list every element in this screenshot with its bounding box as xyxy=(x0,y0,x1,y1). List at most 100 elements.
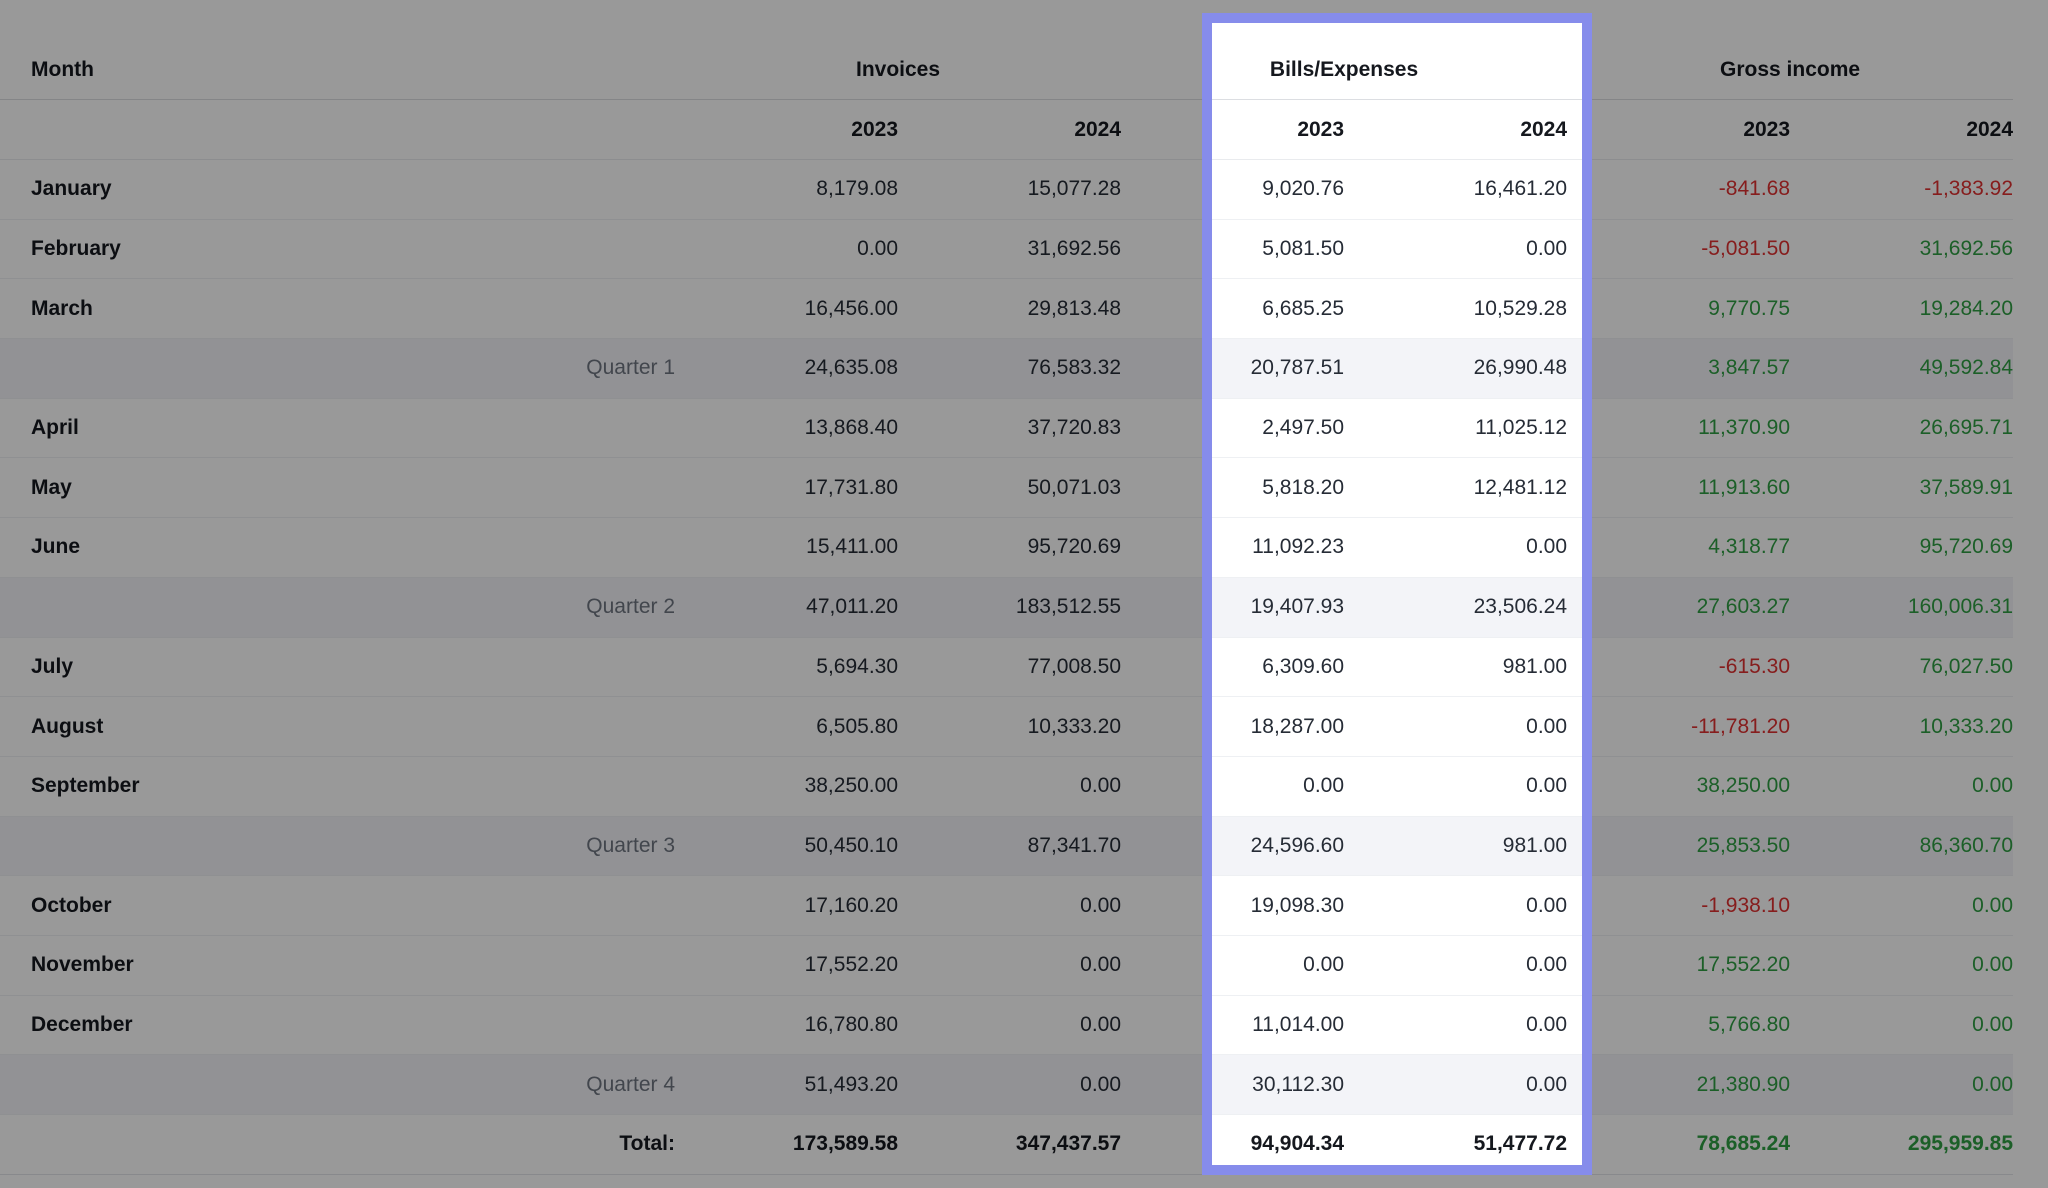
group-header-row: Month Invoices Bills/Expenses Gross inco… xyxy=(0,40,2014,100)
invoices-year-2024-header: 2024 xyxy=(898,99,1122,160)
column-header-month: Month xyxy=(0,40,676,100)
quarter-total-label-cell xyxy=(431,457,676,519)
bills-2024-cell: 16,461.20 xyxy=(1344,159,1568,220)
bills-2024-cell: 0.00 xyxy=(1344,1054,1568,1115)
quarter-total-label-cell xyxy=(431,696,676,757)
bills-2023-cell: 0.00 xyxy=(1121,935,1345,996)
gross-income-2024-cell: 86,360.70 xyxy=(1790,816,2014,877)
invoices-2023-cell: 5,694.30 xyxy=(675,637,899,698)
table-row-month: February 0.00 31,692.56 5,081.50 0.00 -5… xyxy=(0,219,2014,280)
bills-2023-cell: 6,309.60 xyxy=(1121,637,1345,698)
gross-income-2023-cell: 3,847.57 xyxy=(1567,338,1791,399)
month-label-cell: December xyxy=(0,995,431,1056)
invoices-2024-cell: 0.00 xyxy=(898,875,1122,936)
month-label-cell: October xyxy=(0,875,431,936)
quarter-total-label-cell xyxy=(431,159,676,220)
financial-report-table: Month Invoices Bills/Expenses Gross inco… xyxy=(0,40,2014,1175)
bills-2024-cell: 11,025.12 xyxy=(1344,398,1568,459)
column-group-bills-expenses: Bills/Expenses xyxy=(1121,40,1568,100)
month-label-cell: April xyxy=(0,398,431,459)
bills-2023-cell: 6,685.25 xyxy=(1121,278,1345,340)
gross-income-2023-cell: 38,250.00 xyxy=(1567,756,1791,817)
invoices-2024-cell: 76,583.32 xyxy=(898,338,1122,399)
invoices-2024-cell: 0.00 xyxy=(898,935,1122,996)
invoices-2023-cell: 51,493.20 xyxy=(675,1054,899,1115)
invoices-2024-cell: 10,333.20 xyxy=(898,696,1122,757)
month-label-cell: November xyxy=(0,935,431,996)
table-row-total: Total: 173,589.58 347,437.57 94,904.34 5… xyxy=(0,1114,2014,1175)
invoices-2023-cell: 47,011.20 xyxy=(675,577,899,638)
gross-income-2023-cell: 27,603.27 xyxy=(1567,577,1791,638)
gross-income-2023-cell: 4,318.77 xyxy=(1567,517,1791,578)
gross-income-2023-cell: 11,913.60 xyxy=(1567,457,1791,519)
quarter-total-label-cell xyxy=(431,517,676,578)
bills-2023-cell: 19,407.93 xyxy=(1121,577,1345,638)
table-row-quarter: Quarter 4 51,493.20 0.00 30,112.30 0.00 … xyxy=(0,1054,2014,1115)
invoices-2024-cell: 29,813.48 xyxy=(898,278,1122,340)
table-row-month: June 15,411.00 95,720.69 11,092.23 0.00 … xyxy=(0,517,2014,578)
bills-2023-cell: 2,497.50 xyxy=(1121,398,1345,459)
gross-income-2023-cell: -1,938.10 xyxy=(1567,875,1791,936)
bills-2024-cell: 0.00 xyxy=(1344,875,1568,936)
bills-2023-cell: 18,287.00 xyxy=(1121,696,1345,757)
table-row-month: November 17,552.20 0.00 0.00 0.00 17,552… xyxy=(0,935,2014,996)
invoices-2024-cell: 87,341.70 xyxy=(898,816,1122,877)
bills-2024-cell: 10,529.28 xyxy=(1344,278,1568,340)
invoices-2023-cell: 17,552.20 xyxy=(675,935,899,996)
month-label-cell xyxy=(0,1114,431,1175)
invoices-2024-cell: 183,512.55 xyxy=(898,577,1122,638)
invoices-year-2023-header: 2023 xyxy=(675,99,899,160)
bills-2024-cell: 0.00 xyxy=(1344,756,1568,817)
gross-income-2023-cell: 9,770.75 xyxy=(1567,278,1791,340)
gross-income-2023-cell: 5,766.80 xyxy=(1567,995,1791,1056)
gross-income-2023-cell: 17,552.20 xyxy=(1567,935,1791,996)
month-label-cell xyxy=(0,816,431,877)
column-group-invoices: Invoices xyxy=(675,40,1122,100)
gross-income-2023-cell: 78,685.24 xyxy=(1567,1114,1791,1175)
bills-2024-cell: 0.00 xyxy=(1344,935,1568,996)
invoices-2024-cell: 37,720.83 xyxy=(898,398,1122,459)
year-header-row: 2023 2024 2023 2024 2023 2024 xyxy=(0,99,2014,160)
invoices-2024-cell: 31,692.56 xyxy=(898,219,1122,280)
gross-income-2024-cell: 10,333.20 xyxy=(1790,696,2014,757)
bills-2023-cell: 9,020.76 xyxy=(1121,159,1345,220)
gross-income-2024-cell: 295,959.85 xyxy=(1790,1114,2014,1175)
invoices-2023-cell: 16,456.00 xyxy=(675,278,899,340)
bills-2024-cell: 23,506.24 xyxy=(1344,577,1568,638)
quarter-total-label-cell xyxy=(431,637,676,698)
month-label-cell: June xyxy=(0,517,431,578)
gross-income-2024-cell: 19,284.20 xyxy=(1790,278,2014,340)
invoices-2024-cell: 0.00 xyxy=(898,756,1122,817)
bills-2023-cell: 11,092.23 xyxy=(1121,517,1345,578)
gross-income-2023-cell: -11,781.20 xyxy=(1567,696,1791,757)
table-row-month: October 17,160.20 0.00 19,098.30 0.00 -1… xyxy=(0,875,2014,936)
bills-2024-cell: 0.00 xyxy=(1344,219,1568,280)
invoices-2023-cell: 13,868.40 xyxy=(675,398,899,459)
month-label-cell: May xyxy=(0,457,431,519)
gross-income-2024-cell: 76,027.50 xyxy=(1790,637,2014,698)
bills-2023-cell: 19,098.30 xyxy=(1121,875,1345,936)
bills-2023-cell: 94,904.34 xyxy=(1121,1114,1345,1175)
gross-income-2024-cell: 160,006.31 xyxy=(1790,577,2014,638)
bills-year-2023-header: 2023 xyxy=(1121,99,1345,160)
table-row-month: July 5,694.30 77,008.50 6,309.60 981.00 … xyxy=(0,637,2014,698)
bills-2023-cell: 30,112.30 xyxy=(1121,1054,1345,1115)
bills-2024-cell: 51,477.72 xyxy=(1344,1114,1568,1175)
table-body: January 8,179.08 15,077.28 9,020.76 16,4… xyxy=(0,159,2014,1175)
invoices-2023-cell: 173,589.58 xyxy=(675,1114,899,1175)
bills-2024-cell: 12,481.12 xyxy=(1344,457,1568,519)
invoices-2023-cell: 50,450.10 xyxy=(675,816,899,877)
gross-year-2023-header: 2023 xyxy=(1567,99,1791,160)
invoices-2023-cell: 0.00 xyxy=(675,219,899,280)
column-group-gross-income: Gross income xyxy=(1567,40,2014,100)
bills-2024-cell: 26,990.48 xyxy=(1344,338,1568,399)
invoices-2024-cell: 347,437.57 xyxy=(898,1114,1122,1175)
invoices-2023-cell: 17,731.80 xyxy=(675,457,899,519)
gross-income-2023-cell: 21,380.90 xyxy=(1567,1054,1791,1115)
gross-income-2024-cell: 0.00 xyxy=(1790,935,2014,996)
invoices-2023-cell: 17,160.20 xyxy=(675,875,899,936)
month-label-cell: September xyxy=(0,756,431,817)
bills-2024-cell: 981.00 xyxy=(1344,816,1568,877)
month-label-cell xyxy=(0,338,431,399)
